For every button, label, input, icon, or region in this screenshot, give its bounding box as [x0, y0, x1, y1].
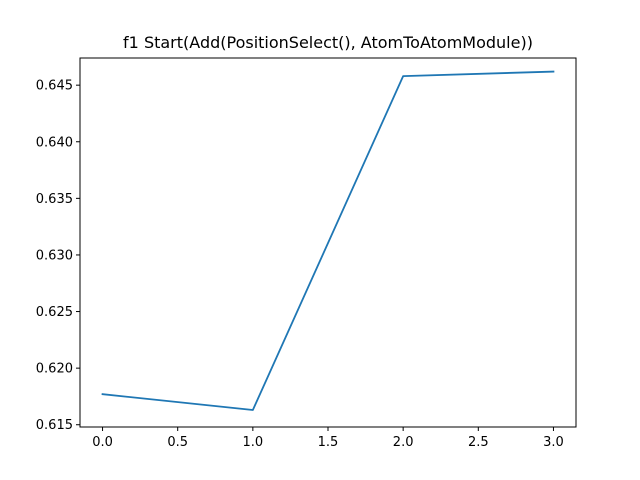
plot-frame	[79, 57, 577, 428]
y-tick-label: 0.620	[36, 362, 73, 377]
y-tick-label: 0.645	[36, 79, 73, 94]
x-tick-label: 0.0	[92, 435, 113, 450]
x-tick-label: 1.0	[243, 435, 264, 450]
x-tick-label: 2.0	[393, 435, 414, 450]
y-tick-label: 0.635	[36, 192, 73, 207]
x-tick-label: 2.5	[468, 435, 489, 450]
series-line	[101, 70, 555, 411]
x-tick-label: 3.0	[543, 435, 564, 450]
x-tick-label: 1.5	[318, 435, 339, 450]
y-tick-label: 0.630	[36, 248, 73, 263]
y-tick-label: 0.640	[36, 135, 73, 150]
x-axis-ticks: 0.0 0.5 1.0 1.5 2.0 2.5 3.0	[92, 427, 564, 450]
y-axis-ticks: 0.615 0.620 0.625 0.630 0.635 0.640 0.645	[36, 79, 80, 433]
series-layer	[101, 70, 555, 411]
y-tick-label: 0.625	[36, 305, 73, 320]
x-tick-label: 0.5	[167, 435, 188, 450]
y-tick-label: 0.615	[36, 418, 73, 433]
chart-title: f1 Start(Add(PositionSelect(), AtomToAto…	[123, 33, 533, 52]
